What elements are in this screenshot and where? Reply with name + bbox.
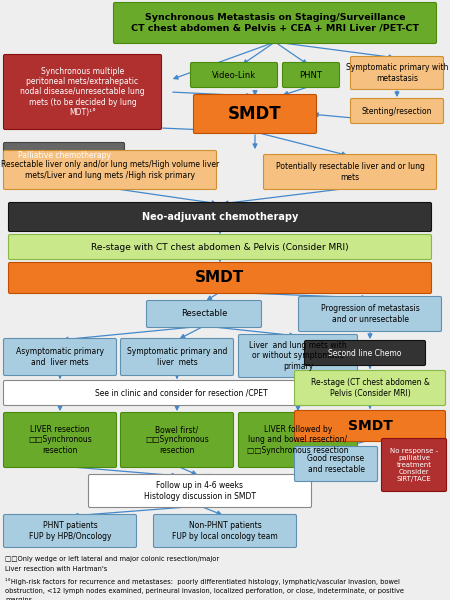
Text: Bowel first/
□□Synchronous
resection: Bowel first/ □□Synchronous resection: [145, 425, 209, 455]
Text: Stenting/resection: Stenting/resection: [362, 107, 432, 115]
FancyBboxPatch shape: [9, 263, 432, 293]
Text: Resectable: Resectable: [181, 310, 227, 319]
FancyBboxPatch shape: [298, 296, 441, 331]
Text: Synchronous multiple
peritoneal mets/extrahepatic
nodal disease/unresectable lun: Synchronous multiple peritoneal mets/ext…: [20, 67, 145, 118]
Text: Re-stage with CT chest abdomen & Pelvis (Consider MRI): Re-stage with CT chest abdomen & Pelvis …: [91, 242, 349, 251]
FancyBboxPatch shape: [264, 154, 436, 190]
FancyBboxPatch shape: [121, 413, 234, 467]
FancyBboxPatch shape: [294, 410, 446, 442]
Text: See in clinic and consider for resection /CPET: See in clinic and consider for resection…: [94, 389, 267, 397]
FancyBboxPatch shape: [121, 338, 234, 376]
Text: Re-stage (CT chest abdomen &
Pelvis (Consider MRI): Re-stage (CT chest abdomen & Pelvis (Con…: [310, 379, 429, 398]
Text: Non-PHNT patients
FUP by local oncology team: Non-PHNT patients FUP by local oncology …: [172, 521, 278, 541]
Text: Good response
and resectable: Good response and resectable: [307, 454, 364, 474]
FancyBboxPatch shape: [351, 56, 444, 89]
Text: margins.: margins.: [5, 597, 34, 600]
FancyBboxPatch shape: [305, 340, 426, 365]
Text: LIVER resection
□□Synchronous
resection: LIVER resection □□Synchronous resection: [28, 425, 92, 455]
Text: SMDT: SMDT: [228, 105, 282, 123]
Text: ¹°High-risk factors for recurrence and metastases:  poorly differentiated histol: ¹°High-risk factors for recurrence and m…: [5, 578, 400, 585]
Text: Resectable liver only and/or lung mets/High volume liver
mets/Liver and lung met: Resectable liver only and/or lung mets/H…: [1, 160, 219, 180]
FancyBboxPatch shape: [283, 62, 339, 88]
Text: Video-Link: Video-Link: [212, 70, 256, 79]
FancyBboxPatch shape: [294, 370, 446, 406]
Text: SMDT: SMDT: [347, 419, 392, 433]
Text: Liver resection with Hartman's: Liver resection with Hartman's: [5, 566, 107, 572]
FancyBboxPatch shape: [4, 142, 125, 169]
FancyBboxPatch shape: [238, 413, 357, 467]
FancyBboxPatch shape: [4, 380, 359, 406]
Text: Palliative chemotherapy: Palliative chemotherapy: [18, 151, 111, 160]
FancyBboxPatch shape: [382, 439, 446, 491]
Text: PHNT: PHNT: [300, 70, 323, 79]
FancyBboxPatch shape: [4, 151, 216, 190]
Text: Asymptomatic primary
and  liver mets: Asymptomatic primary and liver mets: [16, 347, 104, 367]
Text: Synchronous Metastasis on Staging/Surveillance
CT chest abdomen & Pelvis + CEA +: Synchronous Metastasis on Staging/Survei…: [131, 13, 419, 32]
Text: Symptomatic primary with
metastasis: Symptomatic primary with metastasis: [346, 63, 448, 83]
FancyBboxPatch shape: [4, 338, 117, 376]
Text: Progression of metastasis
and or unresectable: Progression of metastasis and or unresec…: [320, 304, 419, 323]
Text: Neo-adjuvant chemotherapy: Neo-adjuvant chemotherapy: [142, 212, 298, 222]
Text: Symptomatic primary and
liver  mets: Symptomatic primary and liver mets: [127, 347, 227, 367]
FancyBboxPatch shape: [147, 301, 261, 328]
Text: Liver  and lung mets with
or without symptomatic
primary: Liver and lung mets with or without symp…: [249, 341, 347, 371]
Text: No response -
palliative
treatment
Consider
SIRT/TACE: No response - palliative treatment Consi…: [390, 448, 438, 482]
FancyBboxPatch shape: [113, 2, 436, 43]
FancyBboxPatch shape: [238, 335, 357, 377]
FancyBboxPatch shape: [351, 98, 444, 124]
FancyBboxPatch shape: [9, 202, 432, 232]
Text: obstruction, <12 lymph nodes examined, perineural invasion, localized perforatio: obstruction, <12 lymph nodes examined, p…: [5, 588, 404, 594]
Text: PHNT patients
FUP by HPB/Oncology: PHNT patients FUP by HPB/Oncology: [29, 521, 111, 541]
FancyBboxPatch shape: [4, 55, 162, 130]
FancyBboxPatch shape: [190, 62, 278, 88]
FancyBboxPatch shape: [4, 514, 136, 547]
FancyBboxPatch shape: [4, 413, 117, 467]
FancyBboxPatch shape: [89, 475, 311, 508]
Text: LIVER followed by
lung and bowel resection/
□□Synchronous resection: LIVER followed by lung and bowel resecti…: [247, 425, 349, 455]
Text: Potentially resectable liver and or lung
mets: Potentially resectable liver and or lung…: [275, 162, 424, 182]
Text: Follow up in 4-6 weeks
Histology discussion in SMDT: Follow up in 4-6 weeks Histology discuss…: [144, 481, 256, 500]
FancyBboxPatch shape: [153, 514, 297, 547]
Text: □□Only wedge or left lateral and major colonic resection/major: □□Only wedge or left lateral and major c…: [5, 556, 219, 562]
FancyBboxPatch shape: [9, 235, 432, 259]
Text: Second line Chemo: Second line Chemo: [328, 349, 402, 358]
FancyBboxPatch shape: [194, 94, 316, 133]
Text: SMDT: SMDT: [195, 271, 245, 286]
FancyBboxPatch shape: [294, 446, 378, 481]
